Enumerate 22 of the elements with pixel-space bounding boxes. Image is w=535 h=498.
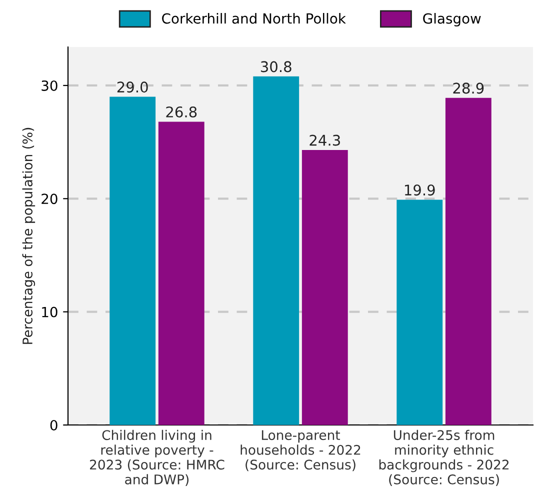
data-label: 28.9 — [453, 82, 484, 94]
x-tick-label: Children living in relative poverty - 2023 (Source: HMRC and DWP) — [90, 430, 224, 486]
bar — [110, 96, 156, 425]
data-label: 26.8 — [166, 106, 197, 118]
data-label: 19.9 — [404, 184, 435, 196]
y-tick-label: 30 — [42, 80, 58, 91]
bar — [253, 76, 300, 425]
legend-label: Glasgow — [423, 12, 481, 26]
bar — [396, 200, 443, 425]
y-tick-label: 0 — [50, 420, 58, 430]
data-label: 30.8 — [260, 61, 292, 72]
data-label: 29.0 — [117, 82, 148, 93]
y-tick-label: 20 — [42, 194, 58, 204]
legend-label: Corkerhill and North Pollok — [162, 12, 346, 24]
bar — [158, 122, 204, 425]
bar — [445, 98, 492, 425]
y-axis-title: Percentage of the population (%) — [22, 128, 36, 344]
data-label: 24.3 — [310, 134, 340, 146]
bar — [302, 150, 348, 425]
y-tick-label: 10 — [42, 306, 58, 318]
x-tick-label: Lone-parent households - 2022 (Source: Census) — [240, 430, 360, 472]
x-tick-label: Under-25s from minority ethnic backgrounds - 2022 (Source: Census) — [379, 430, 509, 486]
